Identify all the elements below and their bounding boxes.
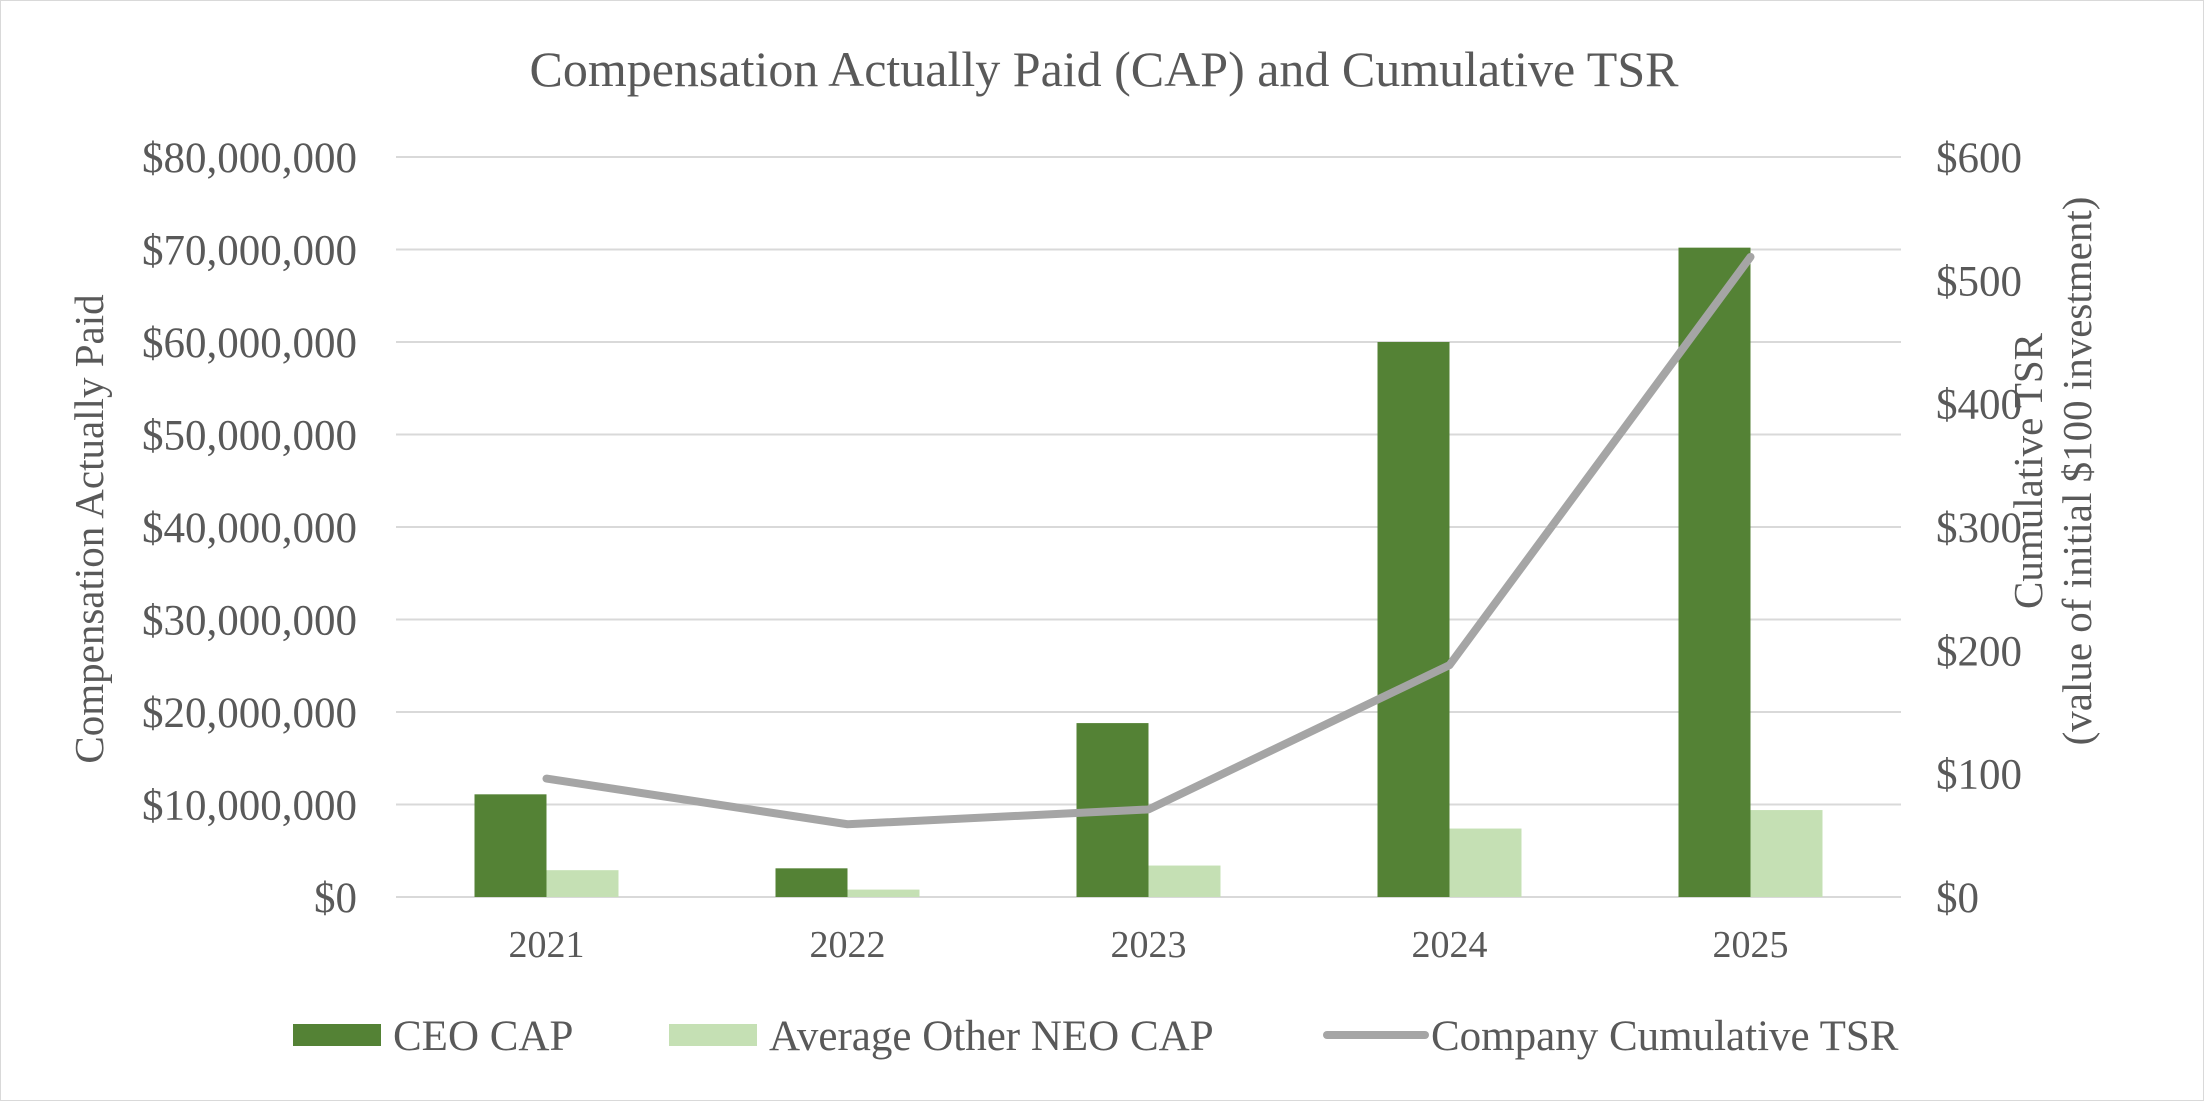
left-tick-label: $30,000,000	[142, 598, 357, 645]
right-tick-label: $300	[1936, 505, 2022, 552]
bar-neo-cap	[847, 889, 920, 897]
x-tick-label: 2022	[810, 924, 886, 966]
bar-ceo-cap	[775, 868, 848, 897]
bar-neo-cap	[546, 870, 619, 897]
x-tick-label: 2025	[1713, 924, 1789, 966]
legend-label: Company Cumulative TSR	[1431, 1013, 1899, 1060]
legend-swatch	[293, 1024, 381, 1046]
legend-label: CEO CAP	[393, 1013, 573, 1060]
tsr-line	[542, 252, 1755, 829]
gridlines	[396, 156, 1901, 898]
left-tick-label: $40,000,000	[142, 505, 357, 552]
bar-ceo-cap	[1377, 342, 1450, 897]
left-axis-ticks: $0 $10,000,000 $20,000,000 $30,000,000 $40,0…	[142, 135, 357, 922]
left-tick-label: $10,000,000	[142, 783, 357, 830]
legend: CEO CAP Average Other NEO CAP Company Cumu…	[293, 1013, 1899, 1060]
right-tick-label: $100	[1936, 752, 2022, 799]
right-tick-label: $400	[1936, 382, 2022, 429]
left-tick-label: $80,000,000	[142, 135, 357, 182]
bar-neo-cap	[1750, 810, 1823, 897]
bar-neo-cap	[1449, 828, 1522, 897]
right-tick-label: $600	[1936, 135, 2022, 182]
legend-label: Average Other NEO CAP	[769, 1013, 1214, 1060]
right-tick-label: $0	[1936, 875, 1979, 922]
bars	[474, 247, 1823, 897]
left-tick-label: $70,000,000	[142, 228, 357, 275]
x-tick-label: 2023	[1111, 924, 1187, 966]
x-tick-label: 2021	[509, 924, 585, 966]
x-tick-label: 2024	[1412, 924, 1488, 966]
tsr-line-path	[542, 252, 1755, 829]
left-tick-label: $50,000,000	[142, 413, 357, 460]
x-axis-labels: 2021 2022 2023 2024 2025	[509, 924, 1789, 966]
bar-ceo-cap	[474, 794, 547, 897]
right-tick-label: $200	[1936, 628, 2022, 675]
y-right-axis-label-line1: Cumulative TSR	[2005, 332, 2051, 609]
left-tick-label: $60,000,000	[142, 320, 357, 367]
legend-swatch	[669, 1024, 757, 1046]
bar-ceo-cap	[1678, 247, 1751, 897]
y-left-axis-label: Compensation Actually Paid	[66, 294, 112, 763]
left-tick-label: $0	[314, 875, 357, 922]
y-right-axis-label-line2: (value of initial $100 investment)	[2054, 197, 2100, 746]
right-axis-ticks: $0 $100 $200 $300 $400 $500 $600	[1936, 135, 2022, 922]
left-tick-label: $20,000,000	[142, 690, 357, 737]
chart-title: Compensation Actually Paid (CAP) and Cum…	[529, 41, 1679, 97]
right-tick-label: $500	[1936, 258, 2022, 305]
bar-neo-cap	[1148, 865, 1221, 897]
